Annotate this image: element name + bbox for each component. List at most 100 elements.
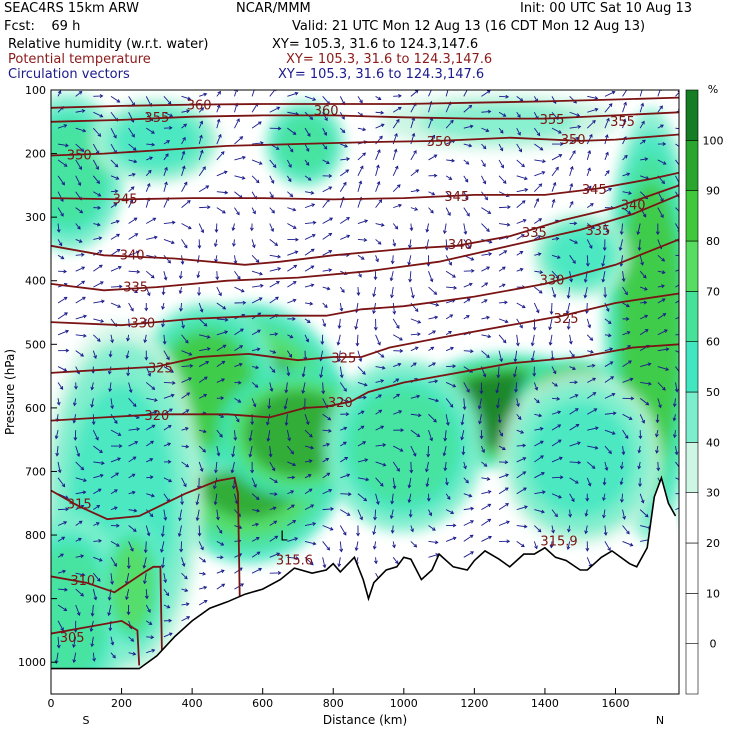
wind-vector-head-618: [379, 482, 384, 487]
wind-vector-474: [304, 95, 316, 101]
wind-vector-head-1091: [680, 127, 683, 130]
wind-vector-head-879: [536, 399, 540, 404]
wind-vector-head-551: [339, 374, 344, 379]
wind-vector-143: [110, 652, 116, 659]
wind-vector-1027: [622, 429, 629, 439]
wind-vector-head-121: [117, 304, 122, 308]
wind-vector-859: [516, 541, 525, 548]
wind-vector-937: [569, 394, 578, 399]
wind-vector-head-966: [592, 392, 597, 396]
wind-vector-904: [549, 334, 553, 345]
wind-vector-134: [110, 506, 118, 511]
wind-vector-328: [215, 255, 218, 262]
wind-vector-head-1078: [662, 313, 667, 317]
wind-vector-head-871: [539, 270, 544, 275]
wind-vector-768: [463, 493, 472, 497]
wind-vector-head-619: [375, 501, 380, 505]
wind-vector-head-297: [197, 292, 201, 296]
wind-vector-head-923: [569, 165, 574, 170]
wind-vector-head-355: [241, 175, 246, 180]
theta-label-1: 310: [70, 574, 95, 589]
wind-vector-head-9: [58, 242, 63, 247]
wind-vector-625: [393, 95, 402, 97]
wind-vector-head-995: [610, 376, 615, 380]
wind-vector-head-927: [574, 240, 579, 244]
wind-vector-head-907: [554, 383, 558, 387]
wind-vector-head-204: [149, 475, 154, 480]
wind-vector-head-605: [373, 276, 378, 281]
wind-vector-63: [75, 520, 83, 526]
wind-vector-head-691: [430, 209, 434, 214]
wind-vector-1029: [621, 461, 623, 469]
wind-vector-302: [198, 361, 209, 367]
wind-vector-746: [463, 143, 472, 147]
circulation-vectors: [54, 90, 683, 665]
wind-vector-889: [551, 96, 557, 104]
wind-vector-47: [75, 266, 85, 272]
wind-vector-head-342: [212, 485, 217, 490]
wind-vector-head-771: [469, 534, 474, 539]
wind-vector-head-58: [76, 453, 81, 458]
wind-vector-978: [604, 103, 613, 113]
colorbar-bin-11: [685, 89, 699, 141]
wind-vector-head-299: [203, 322, 208, 327]
wind-vector-434: [267, 430, 271, 442]
wind-vector-head-417: [272, 164, 277, 168]
wind-vector-head-410: [255, 537, 260, 541]
wind-vector-100: [93, 540, 102, 542]
wind-vector-head-246: [163, 579, 168, 584]
wind-vector-743: [463, 90, 468, 97]
colorbar-bin-3: [685, 492, 699, 544]
forecast-hour: Fcst: 69 h: [4, 19, 81, 34]
wind-vector-head-640: [399, 337, 403, 341]
wind-vector-head-1008: [622, 118, 627, 123]
y-tick-label-700: 700: [25, 465, 46, 478]
wind-vector-head-924: [569, 182, 574, 187]
wind-vector-528: [322, 472, 330, 479]
wind-vector-head-184: [149, 156, 153, 161]
wind-vector-head-7: [60, 213, 64, 217]
wind-vector-629: [392, 149, 397, 161]
wind-vector-1060: [639, 493, 644, 503]
wind-vector-head-301: [206, 347, 211, 351]
wind-vector-head-262: [178, 275, 183, 280]
wind-vector-389: [251, 207, 256, 214]
wind-vector-head-896: [551, 198, 556, 203]
wind-vector-572: [357, 220, 368, 224]
wind-vector-head-72: [99, 94, 104, 98]
x-tick-label-1400: 1400: [531, 697, 559, 710]
wind-vector-head-114: [114, 189, 119, 194]
wind-vector-827: [498, 487, 509, 495]
wind-vector-39: [75, 143, 85, 152]
wind-vector-head-786: [483, 299, 488, 303]
wind-vector-head-245: [161, 564, 165, 569]
wind-vector-408: [252, 509, 260, 512]
wind-vector-810: [499, 223, 510, 226]
wind-vector-195: [144, 334, 147, 343]
wind-vector-head-494: [305, 421, 310, 426]
wind-vector-31: [58, 588, 68, 591]
wind-vector-707: [425, 461, 429, 472]
wind-vector-735: [444, 430, 447, 441]
wind-vector-head-343: [213, 501, 218, 506]
wind-vector-792: [478, 398, 482, 409]
wind-vector-197: [145, 366, 151, 377]
wind-vector-head-910: [557, 424, 562, 428]
wind-vector-189: [146, 236, 158, 240]
y-tick-label-800: 800: [25, 529, 46, 542]
wind-vector-head-98: [96, 505, 101, 509]
wind-vector-head-275: [183, 483, 187, 488]
wind-vector-head-785: [484, 282, 489, 286]
wind-vector-362: [234, 286, 245, 293]
wind-vector-247: [163, 588, 169, 596]
humidity-blob-11: [114, 112, 200, 170]
wind-vector-373: [231, 461, 235, 473]
wind-vector-61: [75, 491, 86, 495]
wind-vector-head-390: [249, 227, 254, 232]
wind-vector-96: [93, 474, 104, 479]
wind-vector-head-182: [151, 130, 155, 134]
wind-vector-3: [57, 143, 69, 147]
wind-vector-586: [357, 441, 366, 447]
wind-vector-head-652: [390, 529, 395, 534]
wind-vector-848: [513, 366, 518, 377]
